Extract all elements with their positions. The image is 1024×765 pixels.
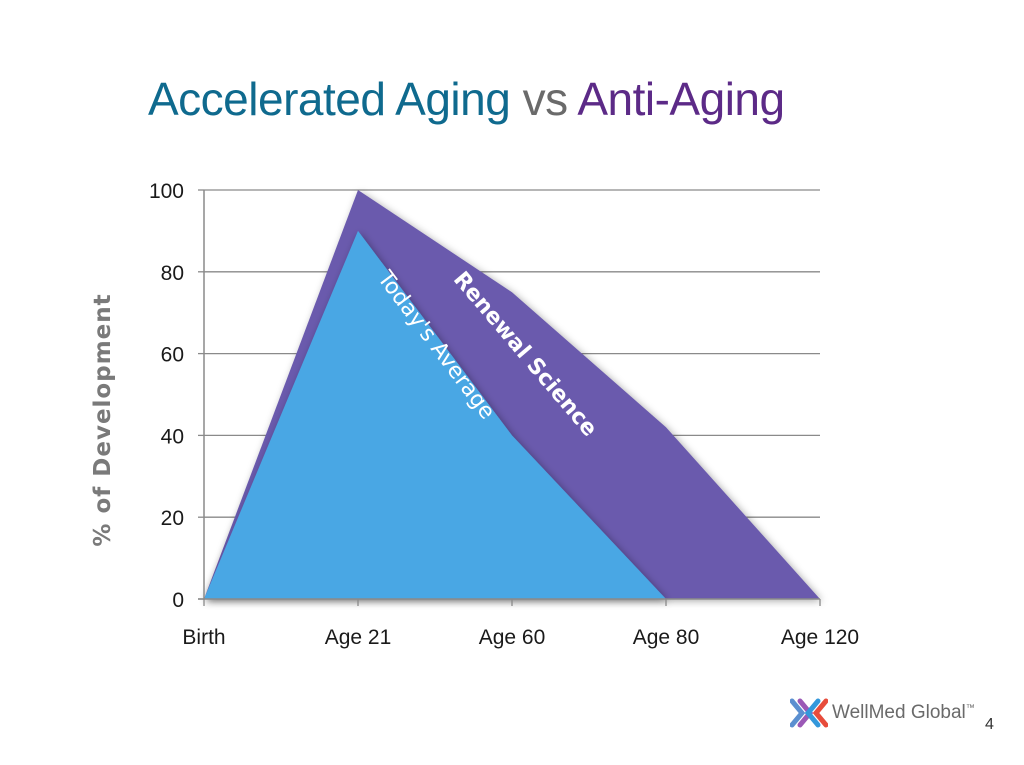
- y-tick-label: 40: [161, 425, 184, 448]
- area-chart: 0 20 40 60 80 100 Birth Age 21 Age 60 Age 80 Age …: [90, 180, 859, 649]
- chart-areas: [204, 190, 820, 599]
- y-tick-label: 80: [161, 262, 184, 285]
- y-tick-labels: 0 20 40 60 80 100: [149, 180, 184, 612]
- x-tick-label: Age 21: [325, 626, 392, 649]
- title-vs: vs: [510, 73, 578, 125]
- wellmed-logo: WellMed Global™: [790, 697, 975, 729]
- slide-title: Accelerated Aging vs Anti-Aging: [148, 72, 785, 126]
- y-axis-label: % of Development: [90, 293, 116, 546]
- logo-text: WellMed Global: [832, 702, 966, 723]
- title-anti-aging: Anti-Aging: [577, 73, 785, 125]
- chart-axes: [198, 190, 821, 606]
- y-tick-label: 100: [149, 180, 184, 203]
- x-tick-label: Birth: [182, 626, 225, 649]
- title-accelerated-aging: Accelerated Aging: [148, 73, 511, 125]
- x-tick-label: Age 120: [781, 626, 859, 649]
- y-tick-label: 0: [172, 589, 184, 612]
- wellmed-logo-icon: [790, 698, 828, 728]
- x-tick-label: Age 60: [479, 626, 546, 649]
- x-tick-label: Age 80: [633, 626, 700, 649]
- y-tick-label: 20: [161, 507, 184, 530]
- x-tick-labels: Birth Age 21 Age 60 Age 80 Age 120: [182, 626, 859, 649]
- area-today-s-average: [204, 230, 820, 599]
- page-number: 4: [985, 716, 994, 733]
- y-tick-label: 60: [161, 344, 184, 367]
- logo-trademark: ™: [965, 702, 975, 713]
